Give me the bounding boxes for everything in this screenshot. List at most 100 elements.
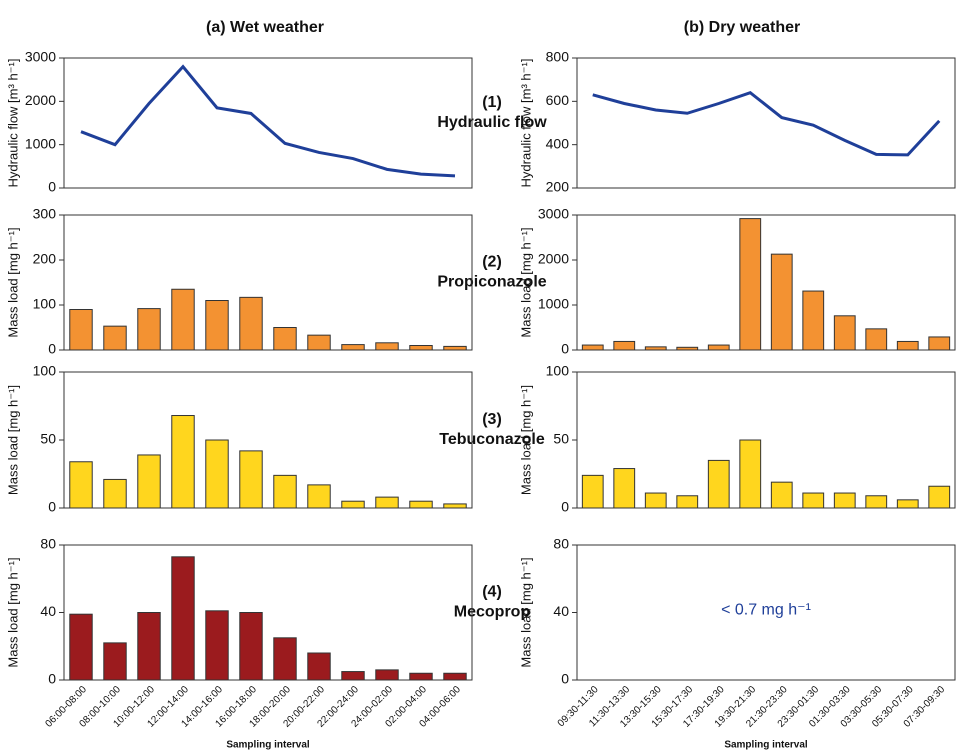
y-tick-label: 0 <box>561 499 569 515</box>
bar <box>103 642 127 681</box>
row-number: (2) <box>482 254 502 271</box>
bar <box>739 439 762 509</box>
y-tick-label: 200 <box>546 179 570 195</box>
bar <box>307 334 331 351</box>
bar <box>307 652 331 681</box>
bar <box>375 342 399 351</box>
y-tick-label: 0 <box>48 179 56 195</box>
bar <box>205 439 229 509</box>
y-tick-label: 0 <box>561 341 569 357</box>
y-axis-label: Mass load [mg h⁻¹] <box>518 557 533 667</box>
bar <box>69 309 93 351</box>
bar <box>239 296 263 351</box>
y-tick-label: 0 <box>48 671 56 687</box>
row-label: Hydraulic flow <box>437 114 547 131</box>
y-axis-label: Mass load [mg h⁻¹] <box>5 385 20 495</box>
bar <box>613 468 636 509</box>
y-tick-label: 1000 <box>25 135 56 151</box>
bar <box>802 290 825 351</box>
bar <box>770 253 793 351</box>
bar <box>171 415 195 509</box>
row-label: Propiconazole <box>437 274 546 291</box>
bar <box>707 344 730 351</box>
y-axis-label: Mass load [mg h⁻¹] <box>5 227 20 337</box>
y-tick-label: 0 <box>48 499 56 515</box>
bar <box>443 345 467 351</box>
bar <box>409 672 433 681</box>
y-tick-label: 1000 <box>538 296 569 312</box>
y-tick-label: 50 <box>553 431 569 447</box>
bar <box>103 325 127 351</box>
y-tick-label: 3000 <box>538 206 569 222</box>
row-number: (4) <box>482 584 502 601</box>
bar <box>307 484 331 509</box>
bar <box>103 478 127 509</box>
bar <box>69 613 93 681</box>
bar <box>375 669 399 681</box>
bar <box>137 454 161 509</box>
y-tick-label: 600 <box>546 92 570 108</box>
y-tick-label: 3000 <box>25 49 56 65</box>
bar <box>833 315 856 351</box>
bar <box>644 346 667 351</box>
bar <box>676 495 699 509</box>
y-tick-label: 100 <box>546 363 570 379</box>
bar <box>239 612 263 681</box>
bar <box>69 461 93 509</box>
y-tick-label: 100 <box>33 363 57 379</box>
bar <box>273 637 297 681</box>
plot-frame <box>63 57 473 189</box>
y-tick-label: 400 <box>546 135 570 151</box>
y-tick-label: 100 <box>33 296 57 312</box>
y-axis-label: Hydraulic flow [m³ h⁻¹] <box>518 59 533 188</box>
plot-frame <box>576 214 956 351</box>
bar <box>443 503 467 509</box>
annotation: < 0.7 mg h⁻¹ <box>721 602 811 619</box>
bar <box>896 499 919 509</box>
bar <box>644 492 667 509</box>
y-axis-label: Mass load [mg h⁻¹] <box>518 227 533 337</box>
bar <box>581 344 604 351</box>
bar <box>928 336 951 351</box>
y-tick-label: 2000 <box>538 251 569 267</box>
bar <box>341 344 365 351</box>
bar <box>341 671 365 681</box>
x-axis-label: Sampling interval <box>226 740 310 751</box>
plot-frame <box>576 57 956 189</box>
x-axis-label: Sampling interval <box>724 740 808 751</box>
line <box>592 90 941 157</box>
y-axis-label: Mass load [mg h⁻¹] <box>5 557 20 667</box>
row-number: (3) <box>482 411 502 428</box>
bar <box>171 288 195 351</box>
y-tick-label: 0 <box>561 671 569 687</box>
y-tick-label: 80 <box>553 536 569 552</box>
bar <box>613 340 636 351</box>
bar <box>205 610 229 681</box>
y-tick-label: 40 <box>553 603 569 619</box>
plot-frame <box>63 214 473 351</box>
bar <box>137 612 161 681</box>
bar <box>581 474 604 509</box>
bar <box>739 218 762 351</box>
bar <box>137 308 161 351</box>
y-tick-label: 40 <box>40 603 56 619</box>
bar <box>707 459 730 509</box>
bar <box>928 485 951 509</box>
bar <box>865 328 888 351</box>
y-axis-label: Mass load [mg h⁻¹] <box>518 385 533 495</box>
y-tick-label: 300 <box>33 206 57 222</box>
y-tick-label: 0 <box>48 341 56 357</box>
bar <box>676 346 699 351</box>
bar <box>865 495 888 509</box>
bar <box>802 492 825 509</box>
bar <box>770 481 793 509</box>
bar <box>409 500 433 509</box>
row-label: Tebuconazole <box>439 431 545 448</box>
y-tick-label: 2000 <box>25 92 56 108</box>
bar <box>896 340 919 351</box>
y-tick-label: 800 <box>546 49 570 65</box>
bar <box>273 327 297 351</box>
bar <box>375 496 399 509</box>
bar <box>171 556 195 681</box>
